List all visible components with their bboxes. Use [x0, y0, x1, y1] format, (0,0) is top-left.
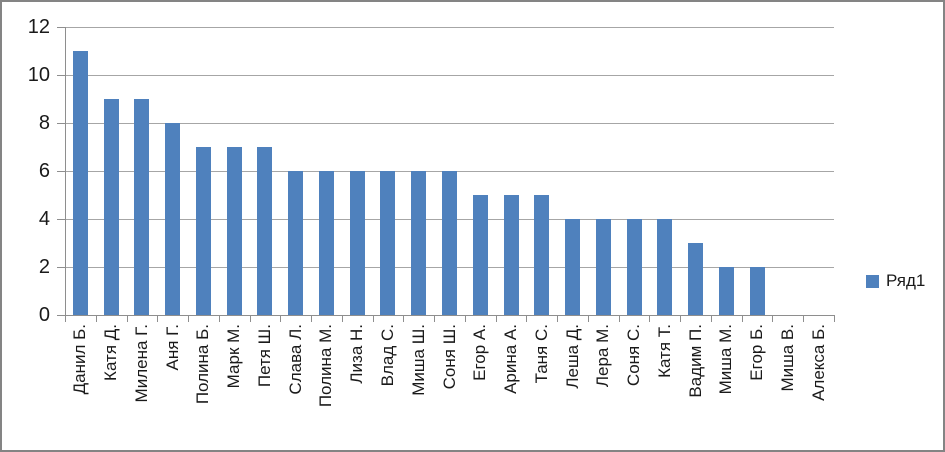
x-axis-category-label: Миша М.	[716, 324, 736, 395]
bar[interactable]	[134, 99, 150, 315]
x-axis-category-label: Егор А.	[470, 324, 490, 381]
bar[interactable]	[472, 195, 488, 315]
bar[interactable]	[718, 267, 734, 315]
x-axis-tick	[372, 315, 374, 322]
bar[interactable]	[749, 267, 765, 315]
x-axis-tick	[95, 315, 97, 322]
x-axis-tick	[464, 315, 466, 322]
x-axis-tick	[311, 315, 313, 322]
x-axis-tick	[249, 315, 251, 322]
x-axis-tick	[280, 315, 282, 322]
bar[interactable]	[349, 171, 365, 315]
x-axis-category-label: Катя Д.	[101, 324, 121, 381]
x-axis-tick	[188, 315, 190, 322]
bar[interactable]	[688, 243, 704, 315]
x-axis-category-label: Арина А.	[501, 324, 521, 394]
legend-series-label: Ряд1	[886, 271, 926, 290]
x-axis-tick	[403, 315, 405, 322]
x-axis-tick	[341, 315, 343, 322]
x-axis-category-label: Катя Т.	[654, 324, 674, 378]
x-axis-category-label: Соня Ш.	[439, 324, 459, 390]
y-axis-tick-label: 2	[38, 256, 50, 278]
y-axis-tick	[57, 219, 65, 220]
legend[interactable]: Ряд1	[866, 271, 925, 291]
x-axis-tick	[218, 315, 220, 322]
bar[interactable]	[72, 51, 88, 315]
bar[interactable]	[595, 219, 611, 315]
y-axis-line	[65, 27, 66, 315]
bar[interactable]	[165, 123, 181, 315]
x-axis-category-label: Влад С.	[377, 324, 397, 387]
y-axis-tick	[57, 123, 65, 124]
y-axis-tick-label: 12	[27, 16, 50, 38]
x-axis-category-label: Миша Ш.	[408, 324, 428, 396]
bar[interactable]	[195, 147, 211, 315]
x-axis-tick	[587, 315, 589, 322]
bar[interactable]	[226, 147, 242, 315]
x-axis-tick	[526, 315, 528, 322]
y-axis-tick	[57, 315, 65, 316]
y-axis-tick	[57, 27, 65, 28]
y-axis-tick-label: 8	[38, 112, 50, 134]
x-axis-category-label: Полина Б.	[193, 324, 213, 405]
x-axis-category-label: Петя Ш.	[254, 324, 274, 388]
bar[interactable]	[288, 171, 304, 315]
x-axis-category-label: Вадим П.	[685, 324, 705, 398]
bar[interactable]	[257, 147, 273, 315]
x-axis-category-label: Лера М.	[593, 324, 613, 388]
x-axis-tick	[680, 315, 682, 322]
y-axis-tick-label: 0	[38, 304, 50, 326]
x-axis-tick	[434, 315, 436, 322]
x-axis-tick	[126, 315, 128, 322]
y-axis-tick	[57, 267, 65, 268]
bar[interactable]	[534, 195, 550, 315]
x-axis-category-label: Милена Г.	[131, 324, 151, 403]
bar[interactable]	[442, 171, 457, 315]
x-axis-category-label: Егор Б.	[747, 324, 767, 381]
x-axis-tick	[741, 315, 743, 322]
x-axis-tick	[772, 315, 774, 322]
x-axis-category-label: Таня С.	[531, 324, 551, 384]
gridline	[65, 27, 834, 28]
x-axis-category-label: Лиза Н.	[347, 324, 367, 384]
y-axis-tick-label: 10	[27, 64, 50, 86]
x-axis-category-label: Полина М.	[316, 324, 336, 408]
bar[interactable]	[626, 219, 642, 315]
y-axis-tick	[57, 75, 65, 76]
x-axis-category-label: Марк М.	[224, 324, 244, 389]
bar[interactable]	[411, 171, 427, 315]
x-axis-tick	[710, 315, 712, 322]
x-axis-category-label: Данил Б.	[70, 324, 90, 395]
legend-swatch-icon	[866, 274, 879, 288]
bar[interactable]	[565, 219, 581, 315]
x-axis-tick	[495, 315, 497, 322]
gridline	[65, 75, 834, 76]
y-axis-tick-label: 6	[38, 160, 50, 182]
x-axis-line	[65, 315, 834, 316]
x-axis-tick	[649, 315, 651, 322]
bar[interactable]	[318, 171, 334, 315]
x-axis-tick	[803, 315, 805, 322]
bar[interactable]	[657, 219, 673, 315]
x-axis-category-label: Леша Д.	[562, 324, 582, 389]
bar[interactable]	[103, 99, 119, 315]
x-axis-tick	[65, 315, 66, 322]
bar[interactable]	[380, 171, 396, 315]
x-axis-category-label: Миша В.	[777, 324, 797, 392]
y-axis-tick-label: 4	[38, 208, 50, 230]
x-axis-category-label: Алекса Б.	[808, 324, 828, 401]
gridline	[65, 123, 834, 124]
x-axis-tick	[157, 315, 159, 322]
x-axis-category-label: Слава Л.	[285, 324, 305, 395]
x-axis-tick	[557, 315, 559, 322]
y-axis-tick	[57, 171, 65, 172]
x-axis-tick	[834, 315, 835, 322]
x-axis-tick	[618, 315, 620, 322]
x-axis-category-label: Соня С.	[624, 324, 644, 387]
x-axis-category-label: Аня Г.	[162, 324, 182, 371]
bar[interactable]	[503, 195, 519, 315]
